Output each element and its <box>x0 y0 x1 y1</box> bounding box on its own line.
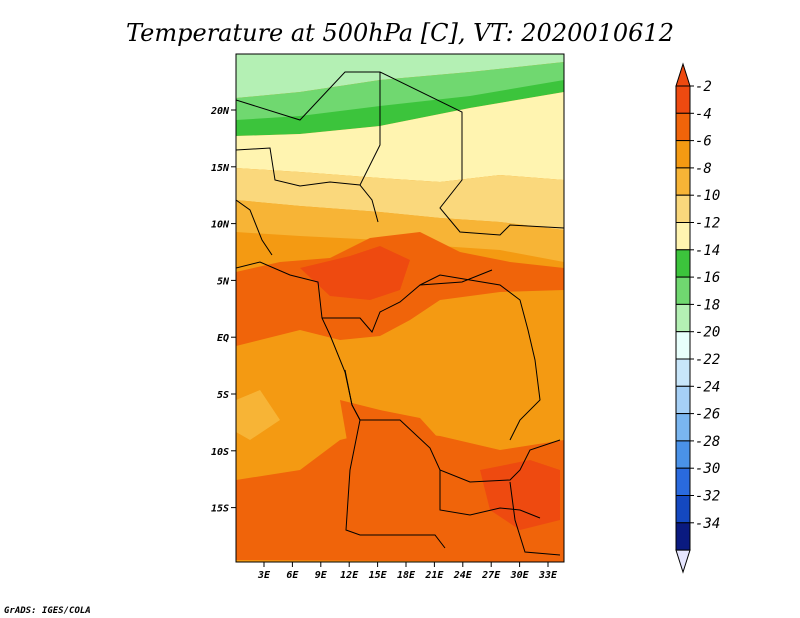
colorbar-bottom-arrow <box>675 549 691 574</box>
colorbar-label: -6 <box>695 134 712 150</box>
colorbar-label: -30 <box>695 461 720 477</box>
colorbar-swatch <box>675 222 691 251</box>
lon-tick-label: 9E <box>315 570 328 581</box>
political-borders <box>236 71 564 556</box>
colorbar-swatch <box>675 303 691 333</box>
lon-tick-label: 3E <box>257 570 271 581</box>
lat-tick-label: 5S <box>217 390 229 401</box>
colorbar-label: -28 <box>695 434 720 450</box>
colorbar-swatch <box>675 522 691 551</box>
colorbar-label: -22 <box>695 352 720 368</box>
lon-tick-label: 27E <box>481 570 501 581</box>
lat-tick-label: 15S <box>211 504 229 515</box>
colorbar-swatch <box>675 358 691 387</box>
colorbar-swatch <box>675 440 691 469</box>
colorbar-swatch <box>675 249 691 278</box>
lat-tick-label: 15N <box>211 163 230 174</box>
colorbar-label: -26 <box>695 407 720 423</box>
grads-credit: GrADS: IGES/COLA <box>4 606 91 616</box>
lat-tick-label: EQ <box>217 333 229 344</box>
colorbar-swatch <box>675 413 691 442</box>
colorbar-swatch <box>675 194 691 223</box>
latitude-axis: 20N 15N 10N 5N EQ 5S 10S 15S <box>210 106 236 515</box>
colorbar-label: -24 <box>695 379 720 395</box>
colorbar-label: -32 <box>695 489 720 505</box>
chart-title: Temperature at 500hPa [C], VT: 202001061… <box>126 19 674 47</box>
lat-tick-label: 10S <box>211 447 229 458</box>
lon-tick-label: 18E <box>397 570 416 581</box>
colorbar-label: -18 <box>695 297 720 313</box>
colorbar-swatch <box>675 495 691 524</box>
colorbar-swatch <box>675 140 691 169</box>
colorbar-label: -14 <box>695 243 720 259</box>
colorbar: -2 -4 -6 -8 -10 -12 -14 -16 -18 -20 -22 -24 -26 -28 -3… <box>675 62 720 574</box>
lon-tick-label: 24E <box>453 570 473 581</box>
colorbar-label: -34 <box>695 516 720 532</box>
colorbar-swatch <box>675 112 691 142</box>
colorbar-swatch <box>675 331 691 360</box>
lon-tick-label: 6E <box>286 570 299 581</box>
colorbar-label: -12 <box>695 216 720 232</box>
lon-tick-label: 12E <box>340 570 359 581</box>
map-frame <box>235 53 565 563</box>
colorbar-label: -16 <box>695 270 720 286</box>
longitude-axis: 3E 6E 9E 12E 15E 18E 21E 24E 27E 30E 33E <box>257 562 558 581</box>
lon-tick-label: 21E <box>424 570 444 581</box>
colorbar-label: -20 <box>695 325 720 341</box>
lat-tick-label: 20N <box>210 106 230 117</box>
colorbar-top-arrow <box>675 62 691 87</box>
lon-tick-label: 15E <box>369 570 388 581</box>
lat-tick-label: 5N <box>217 276 230 287</box>
colorbar-label: -4 <box>695 106 712 122</box>
colorbar-swatch <box>675 85 691 114</box>
colorbar-swatch <box>675 276 691 305</box>
colorbar-swatch <box>675 167 691 196</box>
colorbar-swatch <box>675 385 691 415</box>
lon-tick-label: 30E <box>510 570 530 581</box>
temperature-field <box>236 54 564 562</box>
lon-tick-label: 33E <box>538 570 558 581</box>
colorbar-label: -8 <box>695 161 712 177</box>
colorbar-label: -2 <box>695 79 712 95</box>
colorbar-swatch <box>675 467 691 497</box>
colorbar-label: -10 <box>695 188 720 204</box>
lat-tick-label: 10N <box>211 220 230 231</box>
